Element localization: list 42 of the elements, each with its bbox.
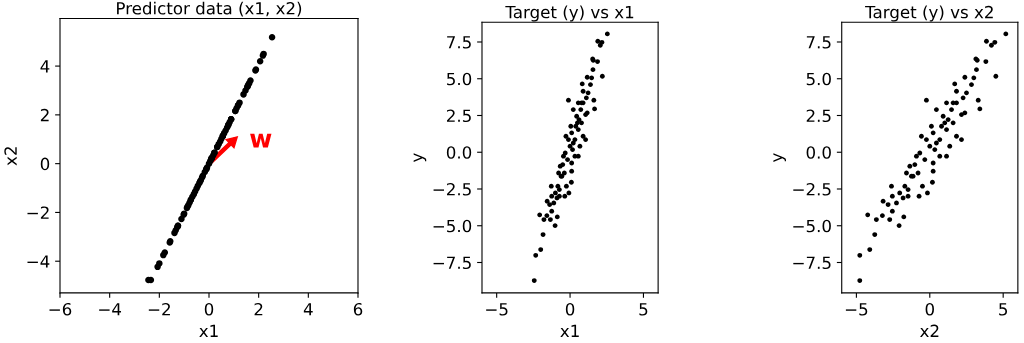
x-tick-label: 0 [204,302,214,316]
y-tick-label: 2.5 [446,109,471,123]
y-tick-label: 0.0 [446,146,472,159]
y-tick-label: 0.0 [806,146,831,159]
y-tick-label: −4 [27,255,50,268]
chart-title: Target (y) vs x1 [505,5,634,22]
x-tick-label: −4 [99,303,122,316]
y-tick-label: −2 [27,206,49,219]
y-axis-title: x2 [4,147,17,166]
x-tick-label: 5 [639,303,648,316]
x-tick-label: 4 [303,303,313,316]
annotation: w [250,133,272,148]
x-tick-label: −6 [49,302,72,316]
x-tick-label: 0 [565,302,575,316]
y-tick-label: −2.5 [793,182,831,196]
x-axis-title: x2 [920,324,939,337]
y-tick-label: 2 [40,108,49,122]
x-axis-title: x1 [560,324,579,337]
y-tick-label: −7.5 [793,256,831,270]
x-axis-title: x1 [199,324,218,337]
y-axis-title: y [773,153,786,163]
x-tick-label: −2 [148,302,170,316]
x-tick-label: 0 [925,302,934,316]
y-tick-label: 4 [40,60,50,73]
chart-title: Predictor data (x1, x2) [117,1,302,17]
x-tick-label: −5 [486,303,508,316]
y-tick-label: −5.0 [433,219,472,233]
y-axis-title: y [413,153,427,163]
y-tick-label: 5.0 [806,72,831,86]
chart-title: Target (y) vs x2 [865,5,993,22]
y-tick-label: 0 [40,157,50,171]
y-tick-label: −5.0 [793,219,831,233]
y-tick-label: −2.5 [433,182,471,196]
y-tick-label: −7.5 [433,256,471,270]
x-tick-label: 2 [254,302,263,316]
y-tick-label: 7.5 [806,36,831,49]
y-tick-label: 2.5 [806,109,831,123]
x-tick-label: 6 [353,302,363,316]
y-tick-label: 5.0 [447,72,472,86]
x-tick-label: −5 [845,303,868,316]
x-tick-label: 5 [999,303,1008,316]
y-tick-label: 7.5 [447,36,471,49]
